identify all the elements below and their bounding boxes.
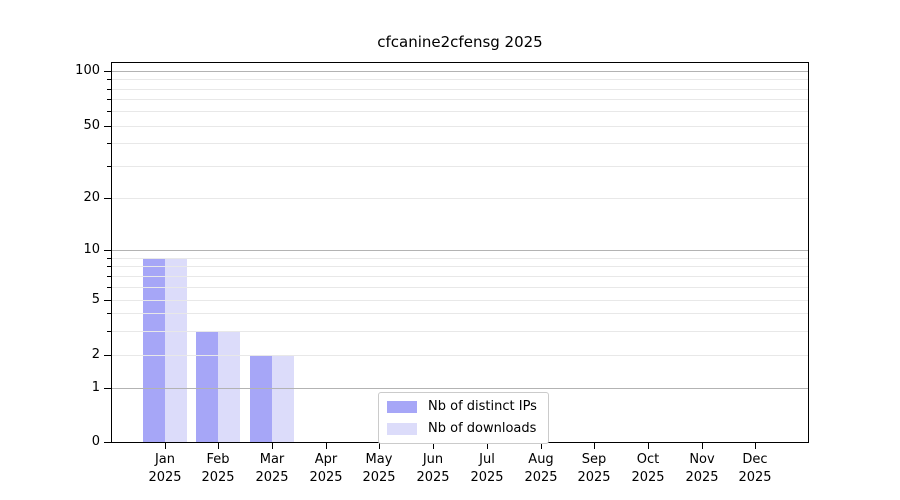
x-tick-jun <box>433 443 434 449</box>
y-tick-label-0: 0 <box>91 434 100 449</box>
y-tick-50 <box>104 126 111 127</box>
bar-downloads-jan <box>165 258 187 442</box>
y-tick-10 <box>104 250 111 251</box>
bar-distinct-ips-feb <box>196 331 218 442</box>
y-minor-tick-30 <box>107 166 111 167</box>
gridline-minor-60 <box>112 111 808 112</box>
gridline-minor-40 <box>112 143 808 144</box>
x-tick-sep <box>594 443 595 449</box>
gridline-minor-6 <box>112 287 808 288</box>
y-minor-tick-7 <box>107 276 111 277</box>
y-minor-tick-8 <box>107 266 111 267</box>
gridline-minor-7 <box>112 276 808 277</box>
legend-item-distinct-ips: Nb of distinct IPs <box>387 399 537 414</box>
y-minor-tick-70 <box>107 99 111 100</box>
chart-title: cfcanine2cfensg 2025 <box>377 33 543 51</box>
gridline-minor-80 <box>112 89 808 90</box>
bar-distinct-ips-jan <box>143 258 165 442</box>
x-tick-jul <box>487 443 488 449</box>
gridline-minor-30 <box>112 166 808 167</box>
gridline-major-10 <box>112 250 808 251</box>
y-minor-tick-3 <box>107 331 111 332</box>
y-minor-tick-60 <box>107 111 111 112</box>
gridline-major-100 <box>112 71 808 72</box>
y-minor-tick-40 <box>107 143 111 144</box>
x-tick-apr <box>326 443 327 449</box>
x-tick-label-jan: Jan 2025 <box>148 452 182 485</box>
x-tick-label-apr: Apr 2025 <box>309 452 343 485</box>
y-tick-2 <box>104 355 111 356</box>
x-tick-oct <box>648 443 649 449</box>
y-tick-label-50: 50 <box>83 118 100 133</box>
gridline-minor-70 <box>112 99 808 100</box>
x-tick-label-nov: Nov 2025 <box>685 452 719 485</box>
x-tick-mar <box>272 443 273 449</box>
x-tick-may <box>379 443 380 449</box>
x-tick-label-aug: Aug 2025 <box>524 452 558 485</box>
y-tick-label-10: 10 <box>83 242 100 257</box>
x-tick-label-dec: Dec 2025 <box>738 452 772 485</box>
x-tick-label-sep: Sep 2025 <box>577 452 611 485</box>
x-tick-nov <box>702 443 703 449</box>
y-minor-tick-90 <box>107 79 111 80</box>
legend-swatch-downloads <box>387 422 417 435</box>
legend-item-downloads: Nb of downloads <box>387 421 537 436</box>
legend: Nb of distinct IPs Nb of downloads <box>378 392 549 444</box>
bar-downloads-mar <box>272 355 294 442</box>
y-tick-20 <box>104 198 111 199</box>
x-tick-label-jul: Jul 2025 <box>470 452 504 485</box>
y-tick-0 <box>104 442 111 443</box>
legend-label-distinct-ips: Nb of distinct IPs <box>428 399 537 414</box>
gridline-minor-90 <box>112 79 808 80</box>
x-tick-aug <box>541 443 542 449</box>
y-tick-label-1: 1 <box>91 380 100 395</box>
x-tick-dec <box>755 443 756 449</box>
legend-label-downloads: Nb of downloads <box>428 421 537 436</box>
y-minor-tick-4 <box>107 313 111 314</box>
x-tick-label-may: May 2025 <box>362 452 396 485</box>
gridline-minor-20 <box>112 198 808 199</box>
y-minor-tick-80 <box>107 89 111 90</box>
y-minor-tick-6 <box>107 287 111 288</box>
x-tick-label-oct: Oct 2025 <box>631 452 665 485</box>
x-tick-jan <box>165 443 166 449</box>
gridline-minor-9 <box>112 258 808 259</box>
gridline-minor-50 <box>112 126 808 127</box>
y-tick-label-100: 100 <box>75 63 100 78</box>
y-tick-label-2: 2 <box>91 347 100 362</box>
y-minor-tick-9 <box>107 258 111 259</box>
y-tick-100 <box>104 71 111 72</box>
x-tick-label-mar: Mar 2025 <box>255 452 289 485</box>
x-tick-label-feb: Feb 2025 <box>201 452 235 485</box>
gridline-minor-4 <box>112 313 808 314</box>
plot-area <box>111 62 809 443</box>
y-tick-5 <box>104 300 111 301</box>
y-tick-label-20: 20 <box>83 190 100 205</box>
gridline-minor-5 <box>112 300 808 301</box>
gridline-major-1 <box>112 388 808 389</box>
y-tick-label-5: 5 <box>91 292 100 307</box>
x-tick-feb <box>218 443 219 449</box>
bar-distinct-ips-mar <box>250 355 272 442</box>
gridline-minor-3 <box>112 331 808 332</box>
bar-downloads-feb <box>218 331 240 442</box>
gridline-minor-2 <box>112 355 808 356</box>
legend-swatch-distinct-ips <box>387 400 417 413</box>
y-tick-1 <box>104 388 111 389</box>
gridline-minor-8 <box>112 266 808 267</box>
x-tick-label-jun: Jun 2025 <box>416 452 450 485</box>
